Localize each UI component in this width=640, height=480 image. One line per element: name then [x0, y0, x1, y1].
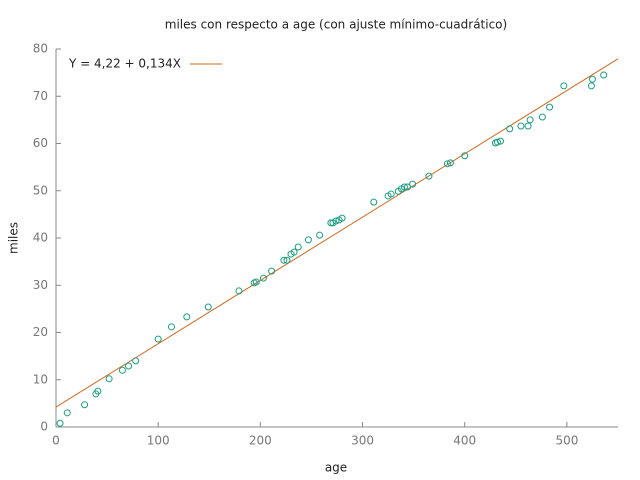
point [183, 313, 191, 321]
fit-line [55, 58, 619, 408]
point [316, 231, 324, 239]
y-tick-label: 30 [33, 278, 48, 292]
point [588, 75, 596, 83]
point [132, 357, 140, 365]
y-tick-label: 10 [33, 372, 48, 386]
point [400, 183, 408, 191]
point [506, 125, 514, 133]
point [235, 287, 243, 295]
point [538, 113, 546, 121]
point [154, 335, 162, 343]
point [204, 303, 212, 311]
y-tick-label: 40 [33, 231, 48, 245]
point [517, 122, 525, 130]
x-axis-label: age [325, 461, 347, 475]
point [105, 375, 113, 383]
point [252, 278, 260, 286]
point [81, 401, 89, 409]
point [461, 152, 469, 160]
point [493, 138, 501, 146]
point [370, 198, 378, 206]
point [524, 122, 532, 130]
point [443, 160, 451, 168]
point [294, 243, 302, 251]
y-tick-label: 80 [33, 42, 48, 56]
y-tick-label: 70 [33, 89, 48, 103]
point [425, 172, 433, 180]
point [446, 159, 454, 167]
point [600, 71, 608, 79]
point [290, 248, 298, 256]
x-tick-label: 400 [453, 434, 476, 448]
point [167, 323, 175, 331]
legend-label: Y = 4,22 + 0,134X [68, 57, 181, 71]
point [409, 180, 417, 188]
x-tick-label: 500 [555, 434, 578, 448]
y-axis-label: miles [7, 222, 21, 254]
y-tick-label: 0 [40, 420, 48, 434]
y-tick-label: 50 [33, 183, 48, 197]
point [387, 190, 395, 198]
point [404, 183, 412, 191]
point [268, 267, 276, 275]
point [587, 82, 595, 90]
x-tick-label: 100 [147, 434, 170, 448]
point [560, 82, 568, 90]
point [125, 362, 133, 370]
point [56, 419, 64, 427]
point [118, 366, 126, 374]
y-tick-label: 20 [33, 325, 48, 339]
x-tick-label: 0 [52, 434, 60, 448]
x-tick-label: 300 [351, 434, 374, 448]
point [94, 387, 102, 395]
y-tick-label: 60 [33, 136, 48, 150]
point [304, 236, 312, 244]
point [546, 103, 554, 111]
point [280, 256, 288, 264]
point [526, 116, 534, 124]
x-tick-label: 200 [249, 434, 272, 448]
chart-title: miles con respecto a age (con ajuste mín… [165, 18, 507, 32]
point [332, 217, 340, 225]
point [259, 274, 267, 282]
point [338, 214, 346, 222]
point [496, 137, 504, 145]
point [63, 409, 71, 417]
point [283, 256, 291, 264]
